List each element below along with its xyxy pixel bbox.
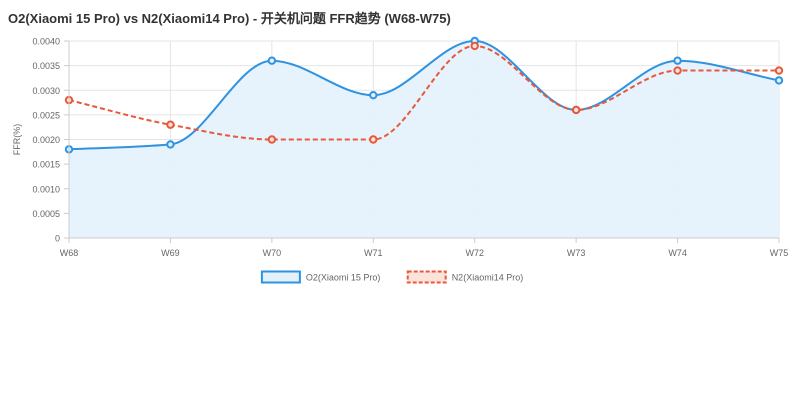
legend-item-0[interactable]: O2(Xiaomi 15 Pro) <box>260 270 381 284</box>
x-tick-label: W68 <box>60 248 79 258</box>
x-tick-label: W72 <box>465 248 484 258</box>
data-point-1-W69[interactable] <box>166 120 175 129</box>
x-tick-label: W75 <box>770 248 789 258</box>
series-line-1 <box>68 44 779 141</box>
legend[interactable]: O2(Xiaomi 15 Pro) N2(Xiaomi14 Pro) <box>260 270 524 284</box>
axis-layer: 0 0.0005 0.0010 0.0015 0.0020 0.0025 0.0030 0.0… <box>12 37 788 259</box>
x-tick-label: W74 <box>668 248 687 258</box>
y-tick-label: 0.0035 <box>32 61 60 71</box>
chart-title: O2(Xiaomi 15 Pro) vs N2(Xiaomi14 Pro) - … <box>8 11 451 26</box>
y-tick-label: 0.0030 <box>32 86 60 96</box>
data-point-1-W74[interactable] <box>673 66 682 75</box>
x-tick-label: W69 <box>161 248 180 258</box>
x-tick-label: W71 <box>364 248 383 258</box>
data-point-1-W72[interactable] <box>470 41 479 51</box>
y-tick-label: 0.0040 <box>32 37 60 47</box>
legend-swatch <box>260 270 301 284</box>
series-area-0 <box>69 41 779 238</box>
data-point-0-W75[interactable] <box>774 76 784 85</box>
y-tick-label: 0.0005 <box>32 209 60 219</box>
data-point-0-W74[interactable] <box>673 56 682 65</box>
x-tick-label: W73 <box>567 248 586 258</box>
data-point-1-W75[interactable] <box>774 66 784 75</box>
y-axis-label: FFR(%) <box>12 124 22 156</box>
y-tick-label: 0.0020 <box>32 135 60 145</box>
data-point-1-W73[interactable] <box>571 105 581 115</box>
data-point-0-W70[interactable] <box>267 56 277 65</box>
data-point-0-W71[interactable] <box>369 90 378 100</box>
y-tick-label: 0.0025 <box>32 110 60 120</box>
legend-swatch <box>406 270 447 284</box>
series-lines <box>68 39 780 151</box>
data-point-1-W71[interactable] <box>369 135 378 144</box>
legend-label: N2(Xiaomi14 Pro) <box>452 273 524 283</box>
legend-label: O2(Xiaomi 15 Pro) <box>306 273 381 283</box>
y-tick-label: 0.0010 <box>32 184 60 194</box>
data-point-1-W70[interactable] <box>267 135 277 144</box>
y-tick-label: 0 <box>55 234 60 244</box>
y-tick-label: 0.0015 <box>32 160 60 170</box>
x-tick-label: W70 <box>263 248 282 258</box>
series-line-0 <box>68 39 780 151</box>
legend-item-1[interactable]: N2(Xiaomi14 Pro) <box>406 270 524 284</box>
area-layer <box>69 41 779 238</box>
data-point-0-W69[interactable] <box>166 140 175 149</box>
